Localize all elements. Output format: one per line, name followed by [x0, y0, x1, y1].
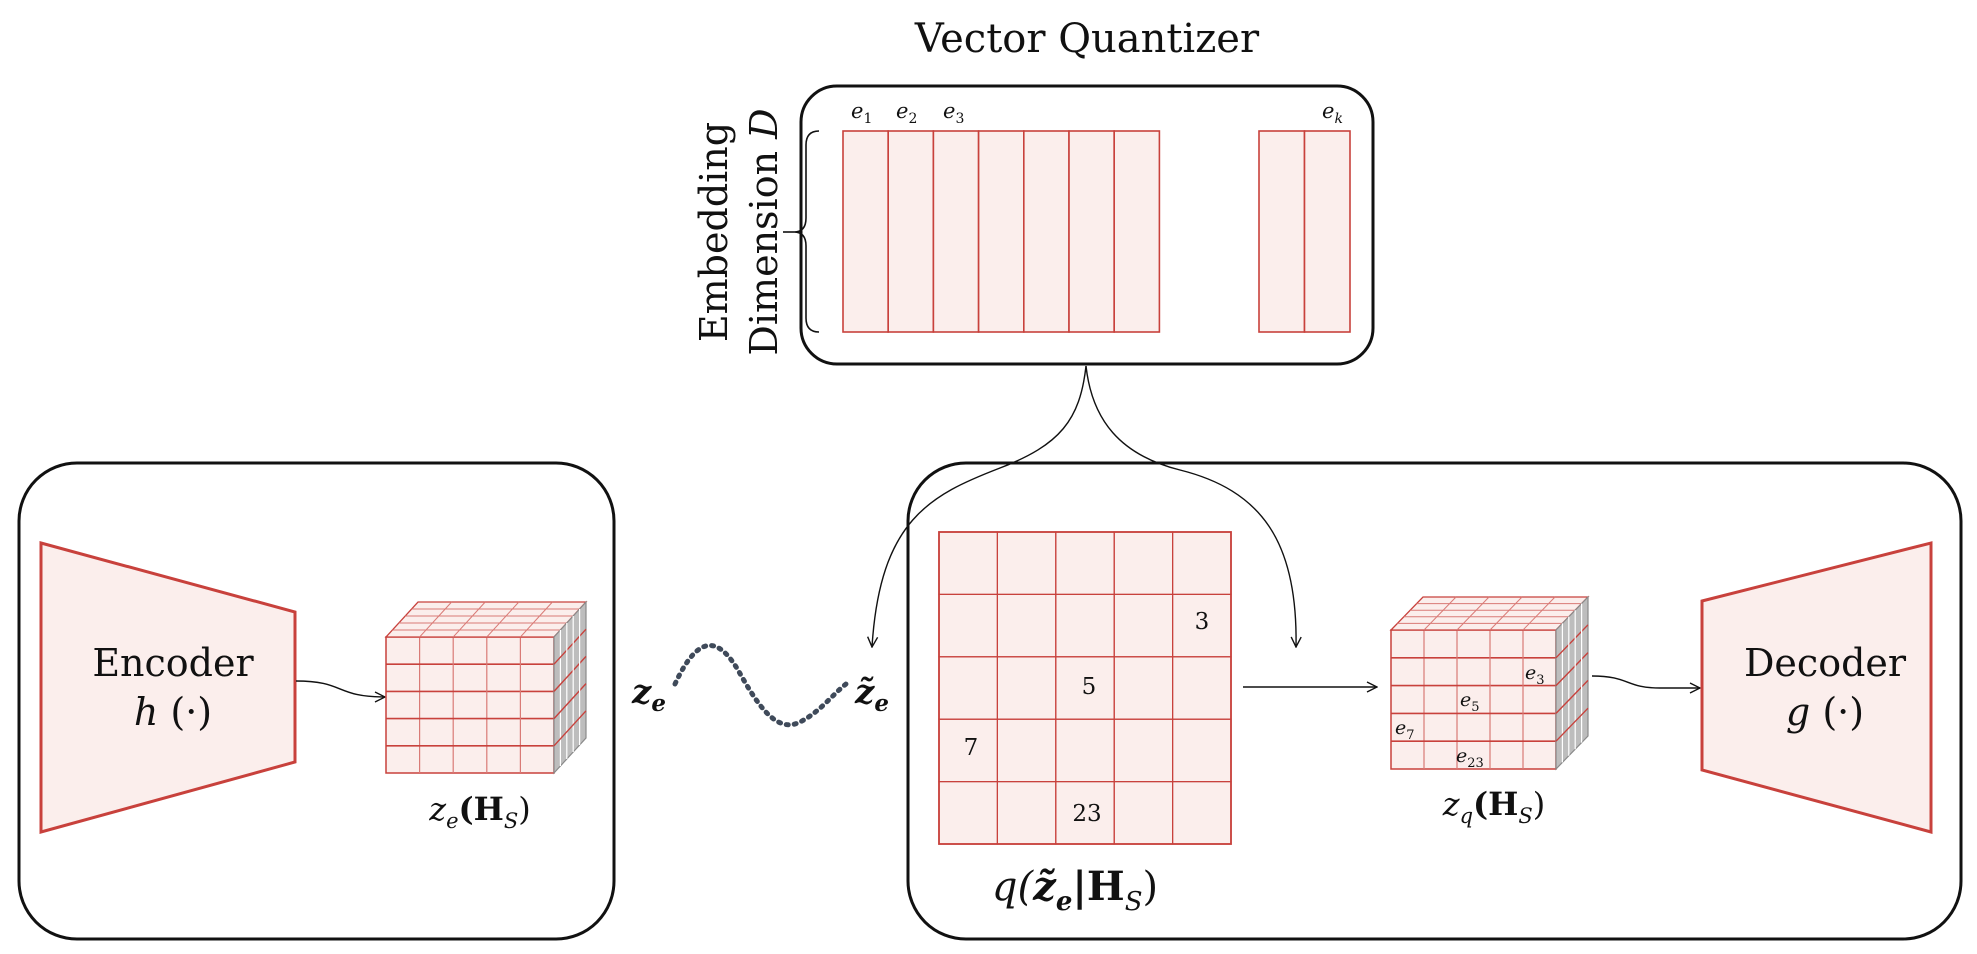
encoder-latent-cube [384, 600, 588, 775]
codebook-vector-7 [1113, 130, 1161, 333]
cube-front-face [385, 636, 555, 774]
grid-value-5: 5 [1082, 674, 1097, 700]
cube-top-face [1389, 596, 1590, 631]
code-index-grid [938, 531, 1232, 845]
grid-value-3: 3 [1195, 609, 1210, 635]
quantized-latent-cube [1389, 595, 1590, 771]
cube-side-line [553, 628, 587, 665]
ze-label: ze [631, 672, 666, 717]
codebook-vector-2 [887, 130, 935, 333]
quantization-panel [906, 461, 1963, 941]
cube-top-line [486, 601, 520, 638]
codebook-columns [842, 130, 1351, 333]
quantized-to-decoder-arrow [1591, 675, 1700, 688]
decoder-label: Decoder [1744, 641, 1907, 685]
codebook-label-e3: e3 [943, 99, 964, 127]
cube-side-line [1555, 707, 1589, 742]
embedding-label: Embedding [692, 122, 736, 342]
cube-top-line [452, 601, 486, 638]
quantized-output-label: zq(HS) [1442, 785, 1546, 828]
grid-cell [1171, 780, 1232, 845]
codebook-vector-4 [977, 130, 1025, 333]
codebook-label-ek: ek [1322, 99, 1343, 127]
vector-quantizer-box [799, 84, 1375, 366]
decoder-trapezoid [1700, 541, 1933, 834]
cube-front-face [1390, 629, 1557, 770]
vector-quantizer-title: Vector Quantizer [914, 16, 1260, 62]
cube-side-face [1555, 595, 1589, 771]
cube-side-line [1555, 679, 1589, 714]
cube-top-face [384, 601, 588, 638]
embedding-dimension-label: Embedding Dimension D [692, 108, 786, 355]
posterior-label: q(z̃e|HS) [992, 863, 1158, 917]
encoder-panel [17, 461, 616, 941]
codebook-vector-3 [932, 130, 980, 333]
encoder-output-label: ze(HS) [428, 790, 531, 833]
codebook-vector-6 [1068, 130, 1116, 333]
codebook-vector-k [1303, 130, 1351, 333]
cube-top-line [1522, 596, 1556, 631]
cube-side-line [553, 683, 587, 720]
cube-label-e23: e23 [1456, 745, 1484, 771]
cube-side-line [1555, 624, 1589, 659]
cube-side-face [553, 600, 587, 775]
ze-tilde-label: z̃e [854, 672, 889, 717]
vq-to-ze-tilde-arrow [872, 365, 1087, 647]
cube-side-line [1555, 652, 1589, 687]
vq-to-quantized-arrow [1085, 365, 1296, 647]
cube-side-line [553, 655, 587, 692]
codebook-label-e1: e1 [851, 99, 872, 127]
cube-top-line [1456, 596, 1490, 631]
grid-value-7: 7 [964, 735, 979, 761]
cube-label-e3: e3 [1525, 662, 1545, 688]
codebook-label-e2: e2 [896, 99, 917, 127]
encoder-label: Encoder [92, 641, 254, 685]
codebook-vector-5 [1022, 130, 1070, 333]
encoder-to-latent-arrow [295, 680, 385, 697]
embedding-dimension-brace [793, 130, 820, 333]
ze-ze-tilde-dotted-link [672, 643, 849, 728]
cube-top-line [1423, 596, 1457, 631]
cube-top-line [419, 601, 452, 638]
cube-label-e7: e7 [1395, 717, 1415, 743]
dimension-label: Dimension D [742, 108, 786, 355]
cube-top-line [1489, 596, 1523, 631]
decoder-function-label: g (·) [1786, 690, 1864, 734]
encoder-trapezoid [39, 541, 297, 834]
codebook-vector-k-minus-1 [1258, 130, 1306, 333]
cube-side-line [553, 710, 587, 747]
grid-value-23: 23 [1072, 801, 1101, 827]
cube-top-line [520, 601, 553, 638]
codebook-vector-1 [842, 130, 890, 333]
encoder-function-label: h (·) [134, 690, 212, 734]
codebook-labels: e1 e2 e3 ek [851, 99, 1343, 127]
cube-label-e5: e5 [1460, 689, 1480, 715]
